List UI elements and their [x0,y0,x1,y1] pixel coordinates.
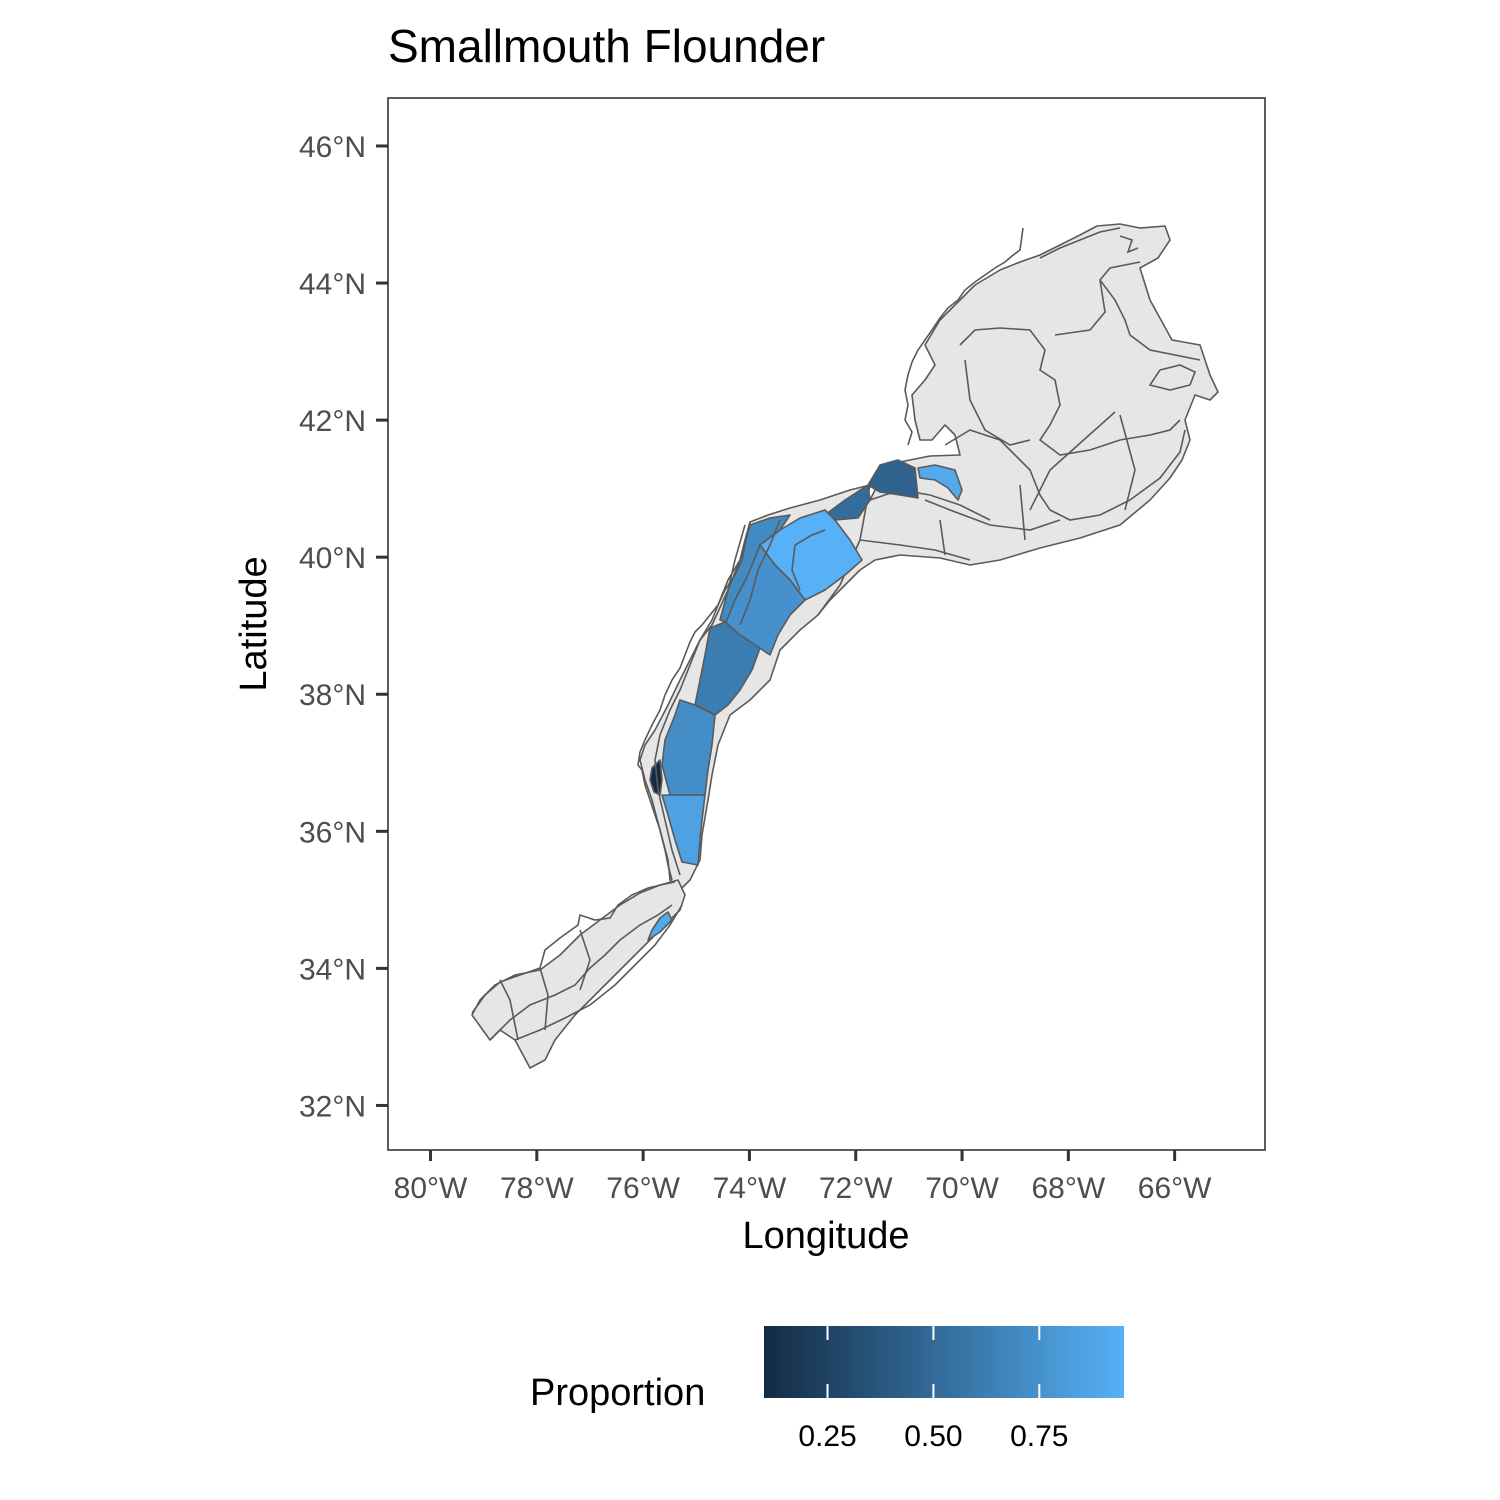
coastline-mid-atlantic [637,521,751,881]
y-axis-title: Latitude [233,556,275,691]
x-tick-label: 80°W [394,1172,468,1205]
y-axis: 32°N 34°N 36°N 38°N 40°N 42°N 44°N 46°N [299,131,388,1123]
map-layer [471,223,1219,1069]
y-tick-label: 32°N [299,1090,366,1123]
contour-gulf-1 [959,327,1181,456]
x-tick-label: 66°W [1138,1172,1212,1205]
plot-title: Smallmouth Flounder [388,20,825,72]
legend-break-label: 0.50 [904,1420,962,1453]
contour-south-1 [489,904,673,1041]
legend-colorbar [764,1326,1124,1398]
contour-georges-2 [924,411,1136,556]
x-tick-label: 68°W [1031,1172,1105,1205]
coastline-maine [904,227,1024,446]
x-tick-label: 74°W [713,1172,787,1205]
panel-border [387,97,1266,1151]
stratum-carolina-nearshore [647,911,673,941]
y-tick-label: 46°N [299,131,366,164]
stratum-maryland [694,621,761,716]
x-axis: 80°W 78°W 76°W 74°W 72°W 70°W 68°W 66°W [394,1150,1212,1205]
y-tick-label: 44°N [299,268,366,301]
legend-title: Proportion [530,1372,705,1414]
legend-break-label: 0.75 [1010,1420,1068,1453]
coastline-south [471,881,676,1014]
legend-breaks: 0.25 0.50 0.75 [798,1326,1068,1453]
legend-break-label: 0.25 [798,1420,856,1453]
stratum-long-island-sound [867,459,919,499]
x-tick-label: 72°W [819,1172,893,1205]
stratum-nantucket-sound [917,464,963,501]
y-tick-label: 34°N [299,953,366,986]
contour-georges-1 [944,429,1186,521]
coastline-inner [1039,227,1139,259]
stratum-north-carolina-north [661,794,706,866]
contour-gulf-2 [964,261,1141,446]
contour-south-2 [499,904,683,1041]
stratum-delaware-outer [724,544,806,656]
x-tick-label: 78°W [500,1172,574,1205]
x-tick-label: 70°W [925,1172,999,1205]
contour-gulf-3 [1099,279,1201,391]
x-axis-title: Longitude [743,1215,910,1257]
y-tick-label: 38°N [299,679,366,712]
y-tick-label: 42°N [299,405,366,438]
stratum-gulf-of-maine [809,223,1219,616]
x-tick-label: 76°W [606,1172,680,1205]
contour-mid-atlantic [654,519,826,876]
y-tick-label: 40°N [299,542,366,575]
y-tick-label: 36°N [299,816,366,849]
